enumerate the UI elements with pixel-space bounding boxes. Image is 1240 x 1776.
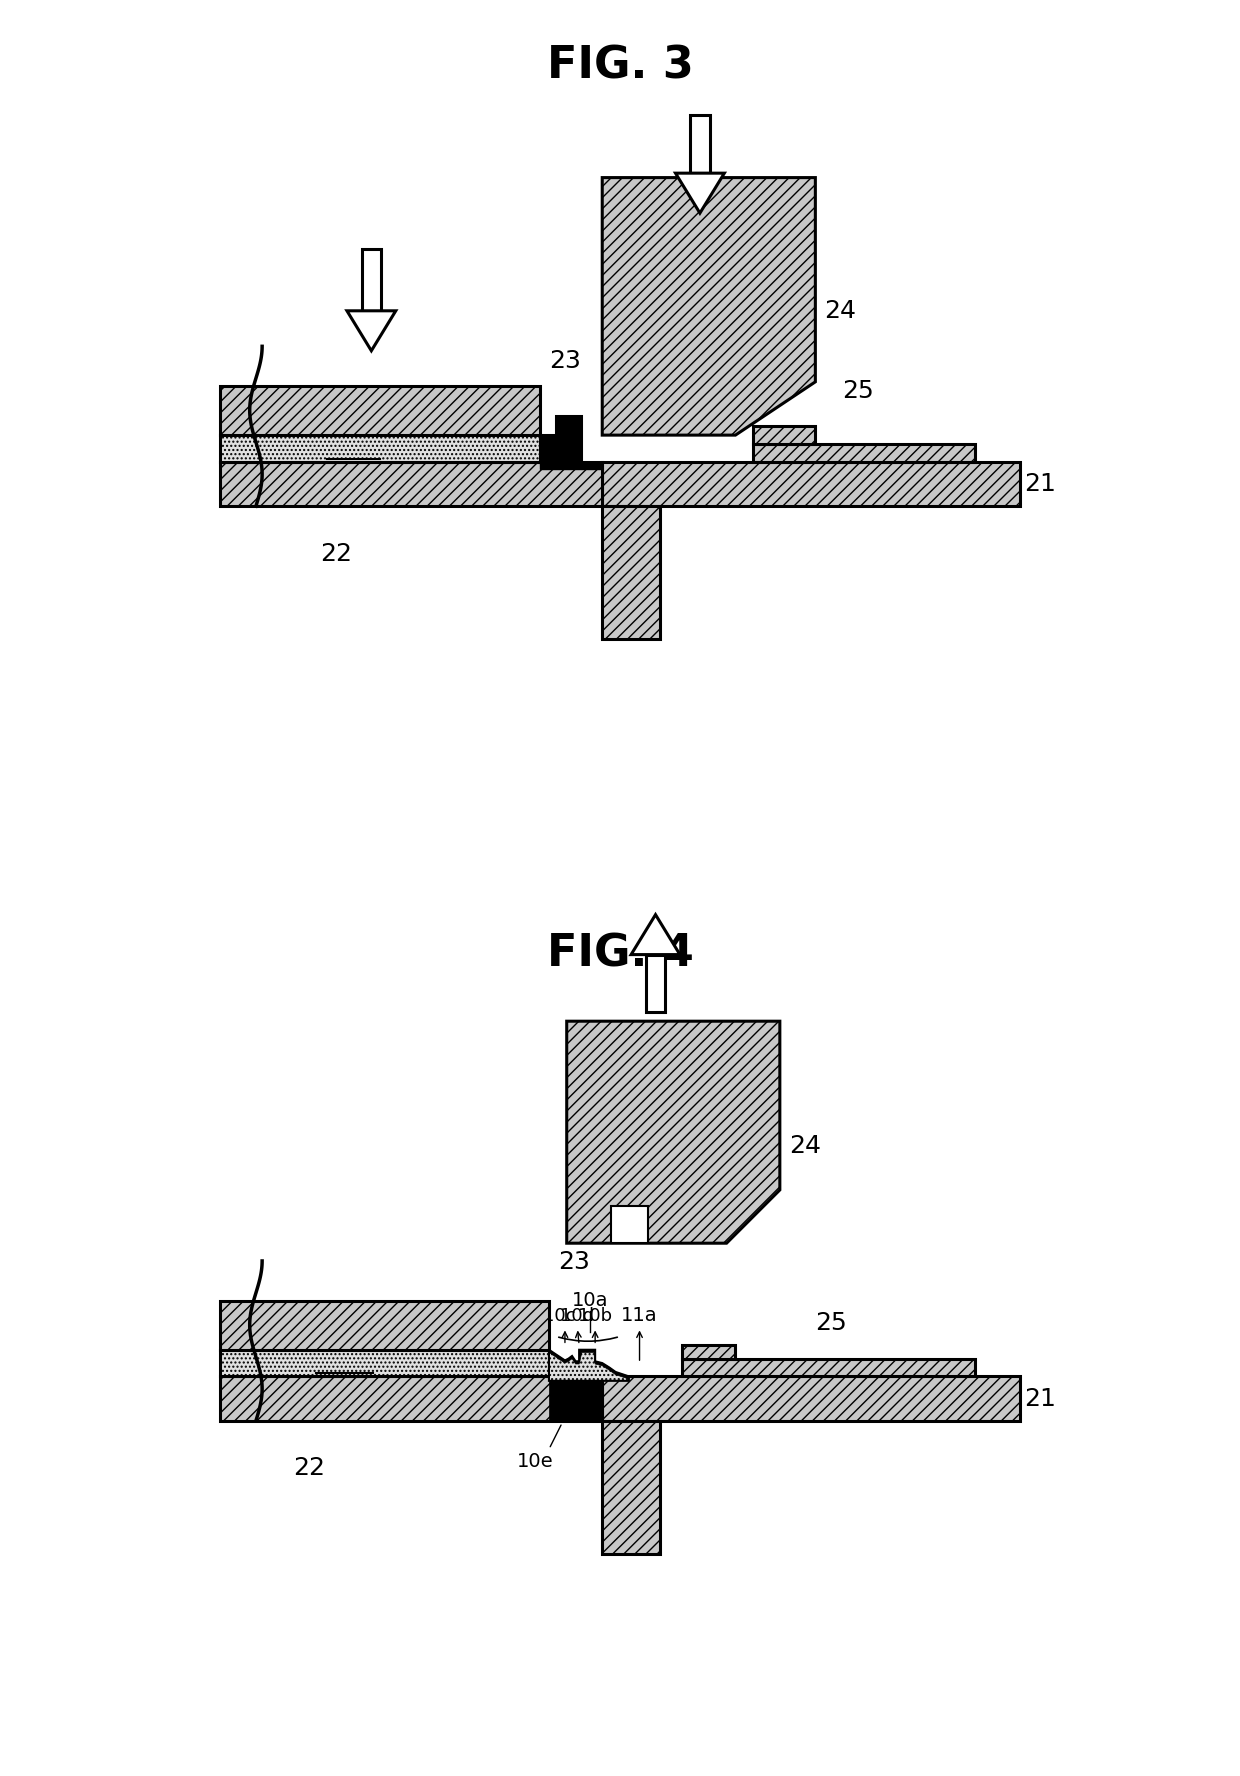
Text: 25: 25 [816,1311,847,1336]
Bar [221,1376,603,1421]
Text: 10e: 10e [517,1453,554,1471]
Bar [611,1206,649,1243]
Polygon shape [549,1350,629,1378]
Polygon shape [676,174,724,213]
Bar [603,506,660,639]
Text: 25: 25 [842,378,874,403]
Bar [221,1350,549,1376]
Bar [603,1421,660,1554]
Bar [221,435,541,462]
Text: 10: 10 [337,437,370,460]
Bar [221,1300,549,1350]
Polygon shape [567,1021,780,1243]
Text: 23: 23 [558,1250,590,1275]
Bar [603,462,1019,506]
Polygon shape [549,1350,629,1382]
Polygon shape [541,416,603,469]
Polygon shape [347,311,396,352]
Bar [646,955,666,1012]
Text: 11a: 11a [621,1305,658,1325]
Bar [549,1376,603,1421]
Bar [682,1346,735,1359]
Text: 22: 22 [320,542,352,567]
Bar [753,444,975,462]
Text: 10: 10 [329,1352,361,1375]
Bar [221,387,541,435]
Text: 21: 21 [1024,1387,1056,1410]
Text: 10a: 10a [572,1291,608,1311]
Text: FIG. 3: FIG. 3 [547,44,693,87]
Text: 22: 22 [293,1456,325,1481]
Text: 10d: 10d [560,1307,594,1325]
Bar [691,115,709,174]
Text: 21: 21 [1024,472,1056,496]
Polygon shape [541,416,580,462]
Bar [603,1376,1019,1421]
Text: 23: 23 [549,348,580,373]
Bar [753,426,816,444]
Text: FIG. 4: FIG. 4 [547,932,693,975]
Text: 24: 24 [789,1133,821,1158]
Polygon shape [603,178,816,435]
Text: 10b: 10b [578,1307,613,1325]
Bar [221,462,603,506]
Text: 10c: 10c [543,1307,575,1325]
Text: 24: 24 [825,298,857,323]
Bar [362,249,381,311]
Bar [682,1359,975,1376]
Polygon shape [631,915,680,955]
